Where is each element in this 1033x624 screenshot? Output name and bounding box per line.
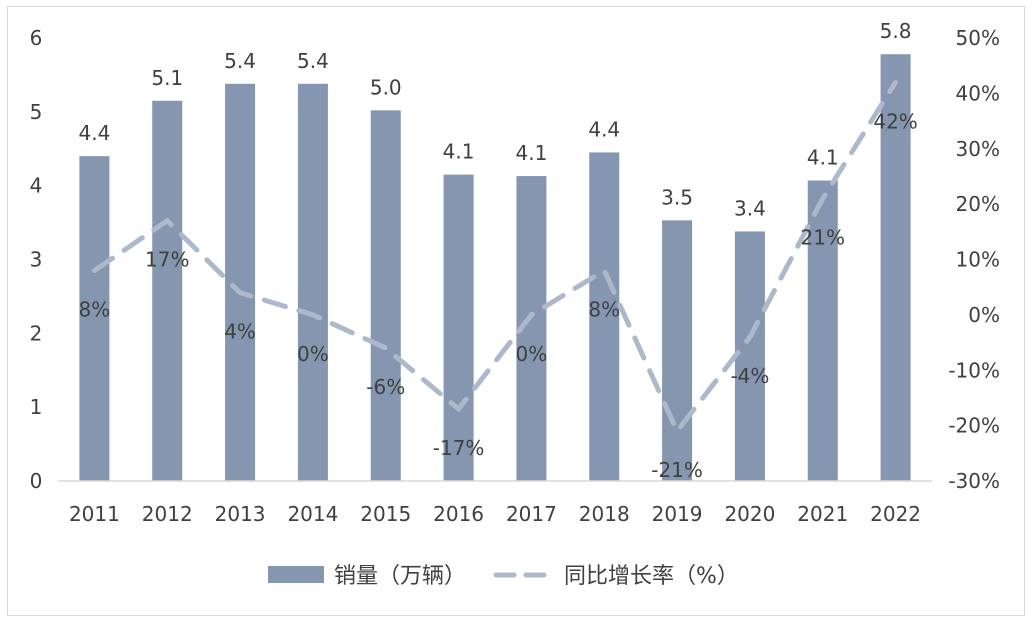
x-tick-2014: 2014 [287,502,338,526]
left-y-tick-4: 4 [30,174,43,198]
left-y-tick-labels: 0 1 2 3 4 5 6 [30,26,43,493]
x-tick-2012: 2012 [142,502,193,526]
bar-2021 [807,180,838,481]
right-y-tick-labels: -30% -20% -10% 0% 10% 20% 30% 40% 50% [948,26,1000,493]
x-tick-2018: 2018 [579,502,630,526]
bar-2013 [225,83,256,481]
bar-label-2011: 4.4 [79,121,111,145]
right-y-tick-30%: 30% [956,137,1000,161]
left-y-tick-6: 6 [30,26,43,50]
bar-label-2014: 5.4 [297,49,329,73]
legend-bar-label: 销量（万辆） [334,564,466,589]
bar-2020 [734,231,765,481]
left-y-tick-0: 0 [30,469,43,493]
rate-label-2020: -4% [730,364,769,388]
rate-label-2013: 4% [224,320,256,344]
x-tick-2011: 2011 [69,502,120,526]
bar-2011 [79,156,110,481]
bar-label-2016: 4.1 [443,140,475,164]
bar-label-2020: 3.4 [734,196,766,220]
growth-rate-line [91,79,899,436]
rate-label-2022: 42% [873,109,917,133]
rate-label-2015: -6% [366,375,405,399]
x-tick-labels: 2011 2012 2013 2014 2015 2016 2017 2018 2019 2020… [69,502,921,526]
bar-label-2019: 3.5 [661,185,693,209]
left-y-tick-2: 2 [30,321,43,345]
right-y-tick--30%: -30% [948,469,1000,493]
legend-bar-swatch [268,566,324,583]
rate-label-2011: 8% [79,298,111,322]
right-y-tick-50%: 50% [956,26,1000,50]
x-tick-2021: 2021 [797,502,848,526]
left-y-tick-1: 1 [30,395,43,419]
x-tick-2019: 2019 [652,502,703,526]
bar-2012 [152,100,183,481]
bar-2019 [662,220,693,481]
bar-2018 [589,152,620,482]
right-y-tick-20%: 20% [956,192,1000,216]
bar-label-2021: 4.1 [807,145,839,169]
bar-label-2018: 4.4 [588,117,620,141]
rate-label-2019: -21% [651,458,703,482]
bar-2022 [880,54,911,481]
right-y-tick-10%: 10% [956,248,1000,272]
line-labels-group: 8% 17% 4% 0% -6% -17% 0% 8% -21% -4% 21% 42% [79,109,918,482]
bar-label-2022: 5.8 [880,19,912,43]
bar-label-2015: 5.0 [370,75,402,99]
x-tick-2020: 2020 [724,502,775,526]
bar-2015 [370,110,401,482]
x-tick-2016: 2016 [433,502,484,526]
rate-label-2018: 8% [588,298,620,322]
left-y-tick-3: 3 [30,248,43,272]
left-y-tick-5: 5 [30,100,43,124]
bar-2014 [297,83,328,481]
bar-label-2013: 5.4 [224,49,256,73]
x-tick-2015: 2015 [360,502,411,526]
chart-frame [7,6,1025,616]
legend: 销量（万辆） 同比增长率（%） [268,564,739,589]
right-y-tick--10%: -10% [948,358,1000,382]
legend-line-label: 同比增长率（%） [564,564,739,589]
x-tick-2013: 2013 [215,502,266,526]
bar-label-2017: 4.1 [516,141,548,165]
rate-label-2021: 21% [801,226,845,250]
rate-label-2014: 0% [297,342,329,366]
right-y-tick-40%: 40% [956,81,1000,105]
right-y-tick--20%: -20% [948,414,1000,438]
rate-label-2016: -17% [433,436,485,460]
bars-group [79,54,911,482]
x-tick-2022: 2022 [870,502,921,526]
bar-2016 [443,174,474,481]
x-tick-2017: 2017 [506,502,557,526]
rate-label-2012: 17% [145,248,189,272]
rate-label-2017: 0% [516,342,548,366]
right-y-tick-0%: 0% [968,303,1000,327]
bar-labels-group: 4.4 5.1 5.4 5.4 5.0 4.1 4.1 4.4 3.5 3.4 4.1 5.8 [79,19,912,220]
bar-label-2012: 5.1 [151,66,183,90]
